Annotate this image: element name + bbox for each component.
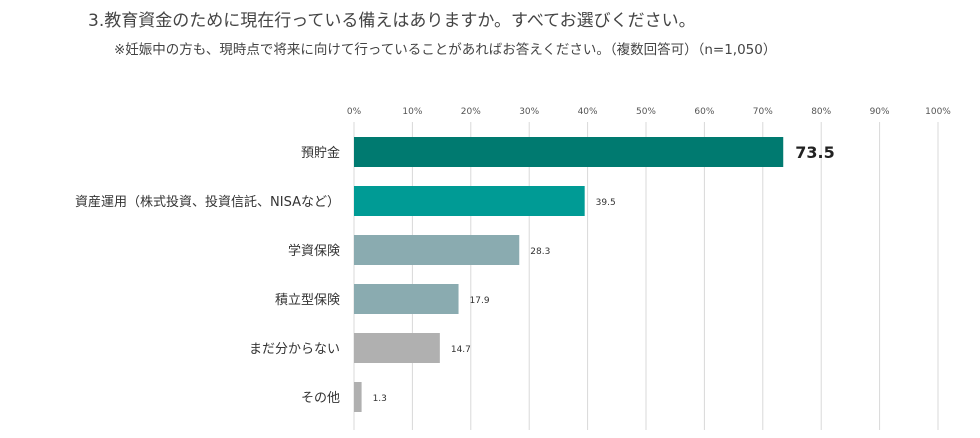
x-tick-label: 90% [870,107,890,117]
x-tick-label: 10% [402,107,422,117]
bar [354,382,362,412]
bar [354,137,784,167]
value-label: 39.5 [596,198,616,208]
bar [354,235,520,265]
category-label: まだ分からない [249,342,340,357]
category-label: 学資保険 [288,243,340,259]
bar [354,333,440,363]
value-label: 1.3 [373,394,387,404]
value-label: 73.5 [795,143,834,162]
category-label: 資産運用（株式投資、投資信託、NISAなど） [75,194,340,210]
value-label: 17.9 [470,296,490,306]
x-tick-label: 50% [636,107,656,117]
x-tick-label: 70% [753,107,773,117]
category-label: その他 [301,391,340,406]
x-tick-label: 40% [578,107,598,117]
value-label: 28.3 [530,247,550,257]
x-tick-label: 0% [347,107,362,117]
x-tick-label: 60% [694,107,714,117]
x-tick-label: 80% [811,107,831,117]
x-tick-label: 100% [925,107,951,117]
x-tick-label: 20% [461,107,481,117]
chart-title: 3.教育資金のために現在行っている備えはありますか。すべてお選びください。 [88,11,696,31]
chart-subtitle: ※妊娠中の方も、現時点で将来に向けて行っていることがあればお答えください。（複数… [114,42,777,58]
value-label: 14.7 [451,345,471,355]
bar [354,284,459,314]
x-tick-label: 30% [519,107,539,117]
category-label: 預貯金 [301,145,340,161]
category-label: 積立型保険 [275,293,340,308]
bar [354,186,585,216]
